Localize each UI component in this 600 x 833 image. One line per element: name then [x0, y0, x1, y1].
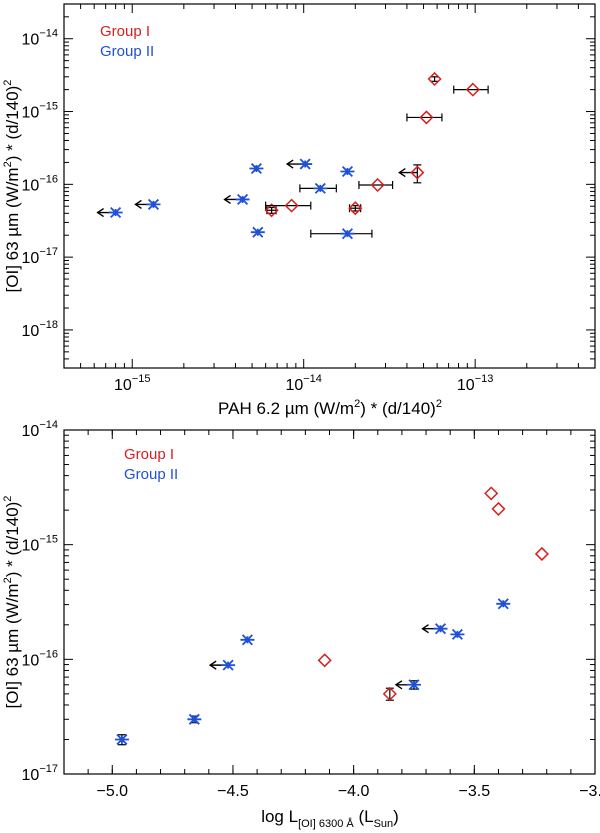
group2-asterisk-marker: [108, 206, 123, 219]
group2-asterisk-marker: [146, 198, 161, 210]
chart1-ylabel: [OI] 63 µm (W/m2) * (d/140)2: [2, 80, 22, 293]
upper-limit-arrowhead: [208, 660, 217, 670]
chart2-points: [114, 486, 549, 746]
chart2-legend-group2: Group II: [124, 466, 178, 483]
chart1-ticks: 10−15 10−14 10−13 10−18 10−17 10−16 10−15 10−14: [22, 4, 595, 394]
y-tick-label: 10−17: [22, 246, 58, 267]
group1-diamond-marker: [410, 165, 425, 180]
group2-asterisk-marker: [114, 733, 129, 746]
chart1-legend-group1: Group I: [100, 23, 150, 40]
x-tick-label: −4.5: [217, 783, 249, 800]
group2-asterisk-marker: [450, 628, 465, 640]
x-tick-label: 10−13: [457, 373, 493, 394]
x-tick-label: −4.0: [338, 783, 370, 800]
group2-asterisk-marker: [340, 165, 355, 178]
y-tick-label: 10−16: [22, 173, 58, 194]
x-tick-label: 10−15: [114, 373, 150, 394]
group1-diamond-marker: [382, 686, 397, 701]
group1-diamond-marker: [284, 198, 299, 213]
group2-asterisk-marker: [433, 623, 448, 635]
y-tick-label: 10−15: [22, 101, 58, 122]
group2-asterisk-marker: [240, 634, 255, 646]
chart2-xlabel: log L[OI] 6300 Å (LSun): [261, 807, 399, 830]
group1-diamond-marker: [491, 501, 506, 516]
upper-limit-arrowhead: [96, 207, 105, 218]
x-tick-label: −3.0: [579, 783, 600, 800]
group1-diamond-marker: [264, 203, 279, 218]
upper-limit-arrowhead: [223, 194, 231, 205]
y-tick-label: 10−17: [22, 763, 58, 784]
chart1-xlabel: PAH 6.2 µm (W/m2) * (d/140)2: [218, 398, 442, 418]
group2-asterisk-marker: [406, 679, 421, 691]
group1-diamond-marker: [534, 546, 549, 562]
group1-diamond-marker: [419, 110, 434, 125]
chart2-ylabel: [OI] 63 µm (W/m2) * (d/140)2: [2, 496, 22, 709]
y-tick-label: 10−16: [22, 648, 58, 669]
group1-diamond-marker: [348, 201, 363, 216]
group2-asterisk-marker: [340, 228, 355, 240]
group1-diamond-marker: [370, 177, 385, 193]
upper-limit-arrowhead: [134, 199, 142, 209]
upper-limit-arrowhead: [421, 624, 429, 634]
upper-limit-arrowhead: [285, 159, 294, 169]
chart-oi63-vs-oi6300: −5.0 −4.5 −4.0 −3.5 −3.0 10−17 10−16 10−15 10−14…: [2, 419, 600, 830]
chart2-legend-group1: Group I: [124, 446, 174, 463]
x-tick-label: −3.5: [459, 783, 491, 800]
chart1-points: [96, 71, 489, 240]
x-tick-label: 10−14: [285, 373, 321, 394]
group2-asterisk-marker: [221, 659, 236, 671]
group2-asterisk-marker: [298, 158, 313, 170]
chart-oi63-vs-pah62: 10−15 10−14 10−13 10−18 10−17 10−16 10−15 10−14…: [2, 3, 596, 418]
y-tick-label: 10−18: [22, 319, 58, 340]
group2-asterisk-marker: [313, 182, 328, 194]
upper-limit-arrowhead: [398, 168, 406, 178]
x-tick-label: −5.0: [96, 783, 128, 800]
group2-asterisk-marker: [235, 193, 250, 205]
upper-limit-arrowhead: [394, 680, 403, 690]
y-tick-label: 10−15: [22, 534, 58, 555]
group2-asterisk-marker: [496, 598, 511, 610]
group2-asterisk-marker: [187, 713, 202, 725]
chart1-frame: [63, 3, 596, 369]
group2-asterisk-marker: [250, 226, 265, 238]
chart2-ticks: −5.0 −4.5 −4.0 −3.5 −3.0 10−17 10−16 10−15 10−14: [22, 419, 600, 800]
group2-asterisk-marker: [249, 162, 264, 175]
y-tick-label: 10−14: [22, 419, 58, 440]
group1-diamond-marker: [427, 71, 442, 87]
y-tick-label: 10−14: [22, 28, 58, 49]
chart1-legend-group2: Group II: [100, 43, 154, 60]
group1-diamond-marker: [317, 653, 332, 668]
group1-diamond-marker: [465, 82, 480, 97]
group1-diamond-marker: [484, 486, 499, 501]
